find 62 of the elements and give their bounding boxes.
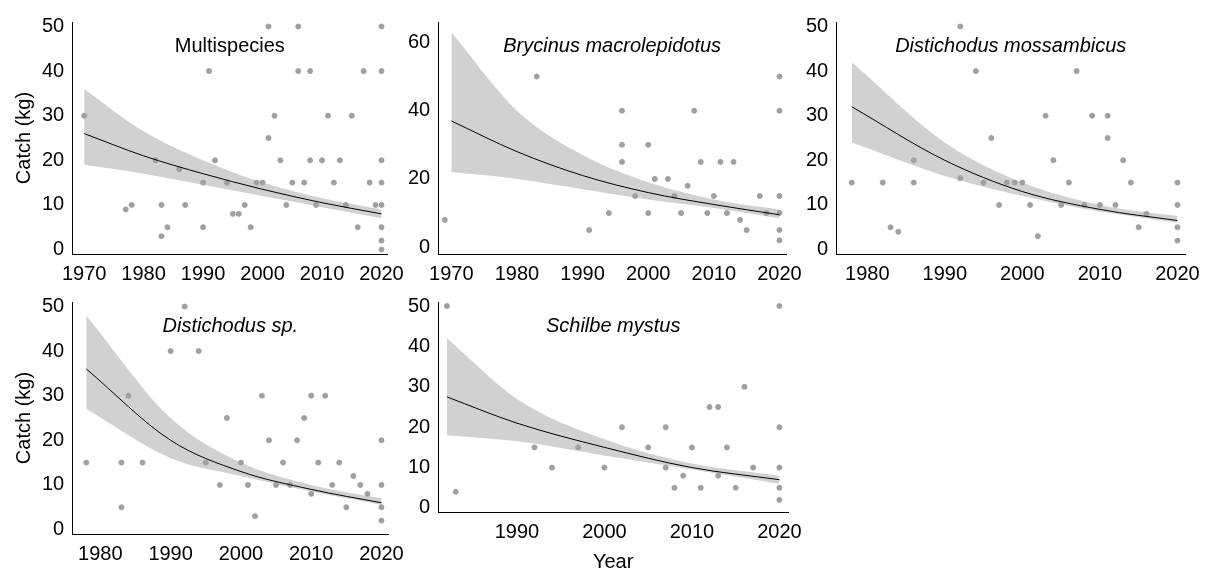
y-tick-label: 60 (408, 29, 431, 52)
x-tick-label: 2010 (691, 261, 737, 284)
x-tick-label: 1970 (61, 261, 107, 284)
y-tick-label: 30 (408, 374, 431, 397)
y-tick-label: 40 (42, 338, 65, 361)
x-tick-label: 2000 (218, 541, 264, 564)
x-tick-label: 2010 (299, 261, 345, 284)
x-tick-label: 1980 (78, 541, 123, 564)
x-tick-label: 2000 (1000, 261, 1045, 284)
y-tick-label: 20 (408, 166, 431, 189)
x-tick-label: 2020 (359, 261, 404, 284)
x-tick-label: 1980 (494, 261, 540, 284)
y-tick-label: 40 (42, 58, 65, 81)
x-tick-label: 1980 (121, 261, 166, 284)
x-tick-label: 1990 (148, 541, 193, 564)
y-tick-label: 10 (42, 472, 65, 495)
y-tick-label: 10 (408, 455, 431, 478)
x-tick-label: 1990 (922, 261, 968, 284)
y-tick-label: 20 (806, 147, 829, 170)
x-tick-label: 2020 (359, 541, 404, 564)
y-tick-label: 10 (42, 192, 65, 215)
y-tick-label: 50 (42, 293, 65, 316)
text: Multispecies (174, 33, 285, 56)
text: Distichodus mossambicus (895, 33, 1127, 56)
y-tick-label: 20 (42, 147, 65, 170)
y-tick-label: 40 (408, 98, 431, 121)
x-tick-label: 1990 (560, 261, 605, 284)
y-tick-label: 50 (42, 13, 65, 36)
y-tick-label: 40 (806, 58, 829, 81)
y-tick-label: 20 (408, 414, 431, 437)
text: Brycinus macrolepidotus (503, 33, 722, 56)
x-tick-label: 2010 (288, 541, 334, 564)
x-tick-label: 2010 (669, 519, 715, 542)
x-tick-label: 2010 (1077, 261, 1123, 284)
x-tick-label: 1980 (845, 261, 890, 284)
y-axis-title: Catch (kg) (11, 91, 34, 185)
x-tick-label: 2000 (625, 261, 671, 284)
text: Distichodus sp. (162, 313, 299, 336)
x-axis-title: Year (592, 549, 634, 572)
y-tick-label: 0 (53, 517, 65, 540)
y-tick-label: 30 (42, 103, 65, 126)
y-tick-label: 0 (53, 237, 65, 260)
x-tick-label: 1990 (494, 519, 540, 542)
x-tick-label: 1990 (180, 261, 226, 284)
x-tick-label: 2000 (582, 519, 627, 542)
y-tick-label: 0 (817, 237, 829, 260)
y-axis-title: Catch (kg) (11, 371, 34, 465)
y-tick-label: 50 (408, 293, 431, 316)
x-tick-label: 1970 (429, 261, 474, 284)
x-tick-label: 2020 (757, 519, 802, 542)
y-tick-label: 10 (806, 192, 829, 215)
x-tick-label: 2020 (1155, 261, 1200, 284)
y-tick-label: 20 (42, 427, 65, 450)
y-tick-label: 0 (419, 234, 431, 257)
y-tick-label: 40 (408, 333, 431, 356)
x-tick-label: 2000 (240, 261, 285, 284)
text: Schilbe mystus (545, 313, 681, 336)
y-tick-label: 30 (42, 383, 65, 406)
x-tick-label: 2020 (757, 261, 802, 284)
y-tick-label: 50 (806, 13, 829, 36)
y-tick-label: 0 (419, 495, 431, 518)
y-tick-label: 30 (806, 103, 829, 126)
